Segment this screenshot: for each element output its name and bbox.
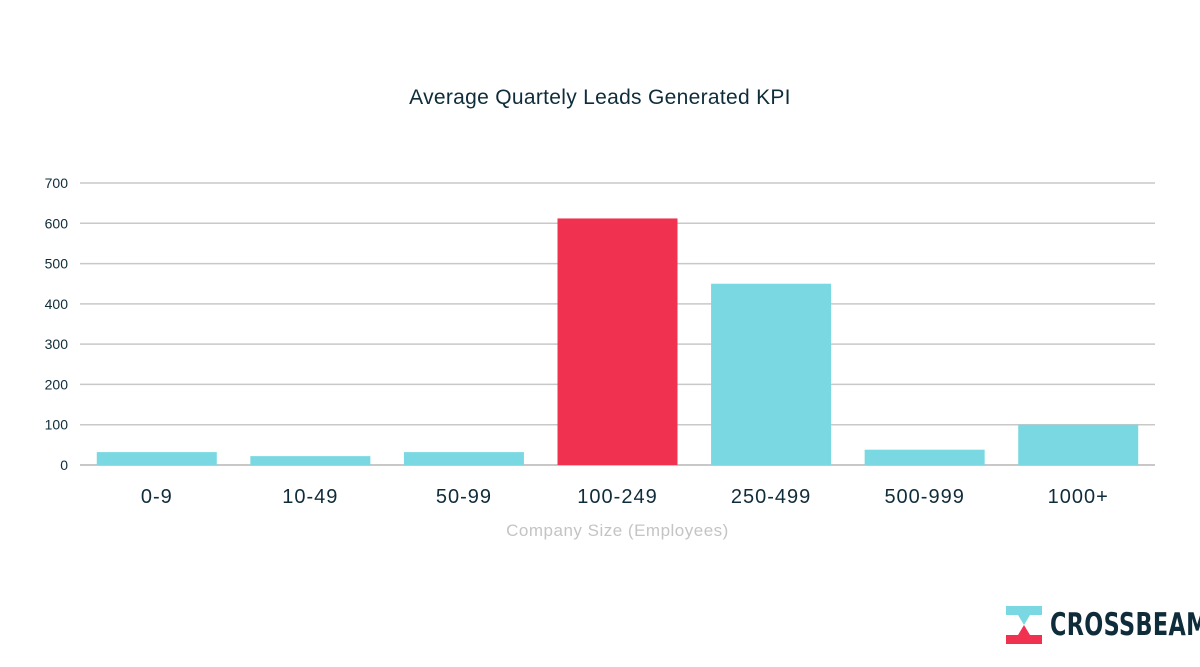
x-tick-label: 50-99: [436, 486, 492, 508]
x-tick-label: 0-9: [141, 486, 173, 508]
bar-100-249: [557, 218, 678, 465]
x-axis-title: Company Size (Employees): [506, 521, 729, 540]
bar-50-99: [403, 452, 524, 465]
bar-0-9: [96, 452, 217, 465]
y-tick-label: 0: [60, 457, 68, 473]
x-tick-label: 10-49: [282, 486, 338, 508]
x-tick-label: 500-999: [884, 486, 964, 508]
bar-250-499: [711, 283, 832, 465]
y-axis-ticks: 0 100 200 300 400 500 600 700: [45, 175, 69, 473]
bars: [96, 218, 1139, 465]
y-tick-label: 600: [45, 215, 69, 231]
y-tick-label: 300: [45, 336, 69, 352]
crossbeam-logo-icon: [1006, 606, 1042, 644]
crossbeam-logo-text: CROSSBEAM: [1050, 607, 1200, 643]
y-tick-label: 400: [45, 296, 69, 312]
x-tick-label: 100-249: [577, 486, 657, 508]
bar-500-999: [864, 449, 985, 465]
y-tick-label: 200: [45, 376, 69, 392]
y-tick-label: 700: [45, 175, 69, 191]
bar-1000+: [1018, 424, 1139, 465]
y-tick-label: 500: [45, 256, 69, 272]
x-tick-label: 250-499: [731, 486, 811, 508]
x-axis-ticks: 0-9 10-49 50-99 100-249 250-499 500-999 1000+: [141, 486, 1109, 508]
crossbeam-logo: CROSSBEAM: [1006, 606, 1200, 644]
bar-10-49: [250, 456, 371, 465]
y-tick-label: 100: [45, 417, 69, 433]
chart-title: Average Quartely Leads Generated KPI: [409, 86, 791, 109]
x-tick-label: 1000+: [1048, 486, 1109, 508]
